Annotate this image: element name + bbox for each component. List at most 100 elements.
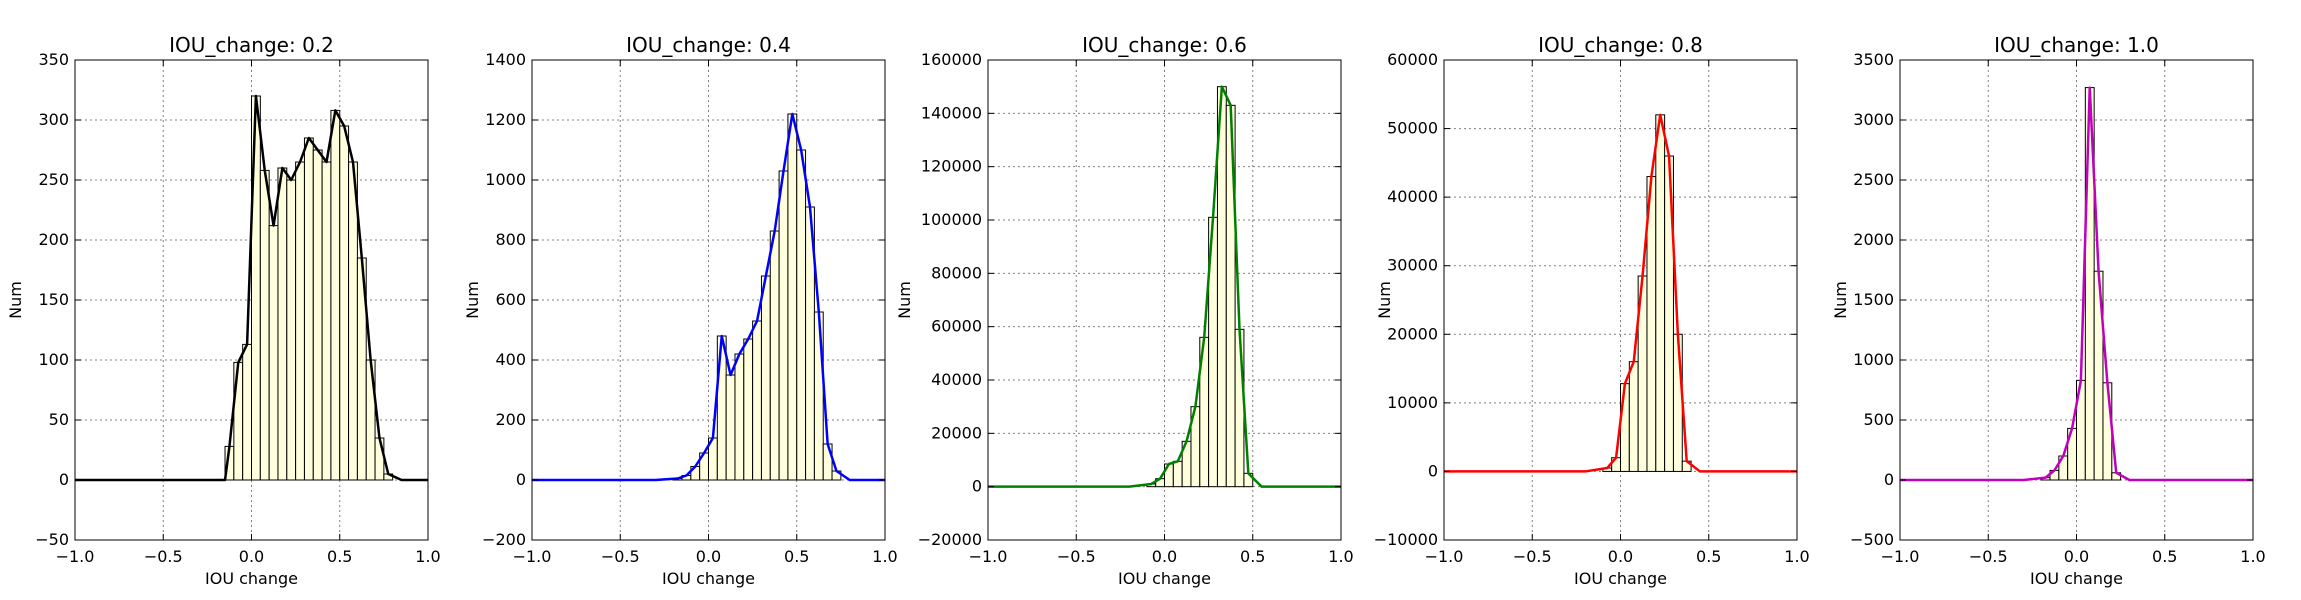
x-tick-label: 1.0 bbox=[872, 547, 897, 566]
histogram-bar bbox=[743, 338, 754, 481]
histogram-bar bbox=[796, 149, 807, 481]
histogram-bar bbox=[295, 161, 305, 481]
x-tick-label: 0.0 bbox=[239, 547, 264, 566]
x-axis-label: IOU change bbox=[662, 569, 755, 588]
y-tick-label: 3500 bbox=[1853, 50, 1894, 69]
y-tick-label: 0 bbox=[972, 477, 982, 496]
chart-panel-5: −1.0 −0.5 0.0 0.5 1.0 −500 0 500 1000 1500 2000 250… bbox=[1831, 33, 2266, 588]
y-tick-label: 400 bbox=[495, 350, 526, 369]
histogram-bar bbox=[1655, 114, 1666, 472]
chart-title: IOU_change: 1.0 bbox=[1994, 33, 2159, 57]
y-tick-label: 50000 bbox=[1387, 119, 1438, 138]
y-axis-label: Num bbox=[463, 281, 482, 319]
y-axis-label: Num bbox=[1831, 281, 1850, 319]
x-tick-label: 1.0 bbox=[1784, 547, 1809, 566]
y-tick-label: 80000 bbox=[931, 263, 982, 282]
y-tick-label: 500 bbox=[1863, 410, 1894, 429]
y-tick-label: 60000 bbox=[931, 317, 982, 336]
y-tick-label: 200 bbox=[38, 230, 69, 249]
y-tick-label: 1000 bbox=[485, 170, 526, 189]
y-tick-label: 140000 bbox=[921, 103, 982, 122]
histogram-bar bbox=[330, 109, 341, 481]
histogram-bar bbox=[725, 374, 736, 481]
histogram-bar bbox=[734, 353, 745, 481]
y-tick-label: 1400 bbox=[485, 50, 526, 69]
y-tick-label: 60000 bbox=[1387, 50, 1438, 69]
y-tick-label: 20000 bbox=[1387, 324, 1438, 343]
y-tick-label: 600 bbox=[495, 290, 526, 309]
distribution-curve bbox=[532, 112, 885, 482]
y-tick-label: 100000 bbox=[921, 210, 982, 229]
y-tick-label: −50 bbox=[35, 530, 69, 549]
chart-panel-1: −1.0 −0.5 0.0 0.5 1.0 −50 0 50 100 150 200 250 300 35… bbox=[6, 33, 441, 588]
y-tick-label: 3000 bbox=[1853, 110, 1894, 129]
y-tick-label: 20000 bbox=[931, 423, 982, 442]
x-tick-label: −0.5 bbox=[601, 547, 640, 566]
y-tick-label: 350 bbox=[38, 50, 69, 69]
histogram-bar bbox=[303, 137, 314, 481]
x-tick-label: −1.0 bbox=[1881, 547, 1920, 566]
chart-title: IOU_change: 0.2 bbox=[169, 33, 334, 57]
x-tick-label: −0.5 bbox=[144, 547, 183, 566]
y-tick-label: 800 bbox=[495, 230, 526, 249]
y-tick-label: 0 bbox=[59, 470, 69, 489]
x-axis-label: IOU change bbox=[1118, 569, 1211, 588]
y-tick-label: −500 bbox=[1850, 530, 1894, 549]
x-tick-label: −1.0 bbox=[513, 547, 552, 566]
x-tick-label: −0.5 bbox=[1513, 547, 1552, 566]
histogram-bar bbox=[277, 167, 288, 481]
x-tick-label: 0.0 bbox=[1608, 547, 1633, 566]
histogram-bar bbox=[242, 343, 253, 481]
distribution-curve bbox=[1444, 113, 1797, 473]
x-axis-label: IOU change bbox=[1574, 569, 1667, 588]
histogram-bar bbox=[1672, 333, 1683, 472]
histogram-bar bbox=[321, 161, 332, 481]
y-tick-label: 150 bbox=[38, 290, 69, 309]
histogram-bar bbox=[348, 161, 358, 481]
histogram-bar bbox=[1628, 361, 1639, 472]
x-tick-label: 0.0 bbox=[696, 547, 721, 566]
x-tick-label: 0.0 bbox=[2064, 547, 2089, 566]
histogram-bar bbox=[339, 125, 350, 481]
y-tick-label: 30000 bbox=[1387, 256, 1438, 275]
y-tick-label: 2500 bbox=[1853, 170, 1894, 189]
x-tick-label: 0.5 bbox=[327, 547, 352, 566]
y-tick-label: 50 bbox=[49, 410, 69, 429]
histogram-bar bbox=[312, 149, 323, 481]
distribution-curve bbox=[75, 94, 428, 482]
y-tick-label: 0 bbox=[516, 470, 526, 489]
y-tick-label: 200 bbox=[495, 410, 526, 429]
x-tick-label: −0.5 bbox=[1057, 547, 1096, 566]
chart-title: IOU_change: 0.6 bbox=[1082, 33, 1247, 57]
x-tick-label: 0.5 bbox=[784, 547, 809, 566]
y-axis-label: Num bbox=[895, 281, 914, 319]
y-tick-label: 1000 bbox=[1853, 350, 1894, 369]
x-tick-label: 0.0 bbox=[1152, 547, 1177, 566]
y-axis-label: Num bbox=[1375, 281, 1394, 319]
histogram-bar bbox=[760, 275, 771, 481]
y-tick-label: −20000 bbox=[918, 530, 982, 549]
histogram-bar bbox=[813, 311, 824, 481]
histogram-bar bbox=[778, 170, 789, 481]
x-tick-label: 0.5 bbox=[1696, 547, 1721, 566]
histogram-bar bbox=[822, 443, 833, 481]
distribution-curve bbox=[1900, 86, 2253, 482]
y-tick-label: 0 bbox=[1428, 461, 1438, 480]
chart-title: IOU_change: 0.4 bbox=[626, 33, 791, 57]
histogram-bar bbox=[259, 169, 270, 481]
y-tick-label: 100 bbox=[38, 350, 69, 369]
histogram-bar bbox=[1234, 328, 1245, 488]
y-tick-label: 250 bbox=[38, 170, 69, 189]
y-tick-label: −200 bbox=[482, 530, 526, 549]
x-tick-label: −1.0 bbox=[56, 547, 95, 566]
x-tick-label: 1.0 bbox=[1328, 547, 1353, 566]
chart-title: IOU_change: 0.8 bbox=[1538, 33, 1703, 57]
x-tick-label: −0.5 bbox=[1969, 547, 2008, 566]
histogram-bar bbox=[286, 179, 297, 481]
histogram-bar bbox=[268, 225, 279, 481]
histogram-bar bbox=[787, 113, 798, 481]
y-tick-label: 10000 bbox=[1387, 393, 1438, 412]
y-tick-label: 2000 bbox=[1853, 230, 1894, 249]
x-tick-label: −1.0 bbox=[1425, 547, 1464, 566]
